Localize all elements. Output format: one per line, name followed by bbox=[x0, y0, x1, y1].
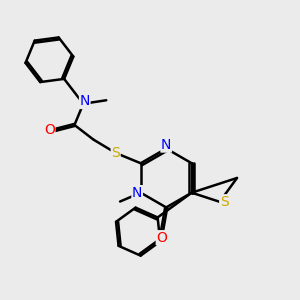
Text: O: O bbox=[44, 123, 55, 137]
Text: N: N bbox=[80, 94, 90, 108]
Text: O: O bbox=[156, 231, 167, 245]
Text: N: N bbox=[132, 186, 142, 200]
Text: N: N bbox=[161, 138, 171, 152]
Text: S: S bbox=[220, 195, 229, 209]
Text: S: S bbox=[111, 146, 120, 160]
